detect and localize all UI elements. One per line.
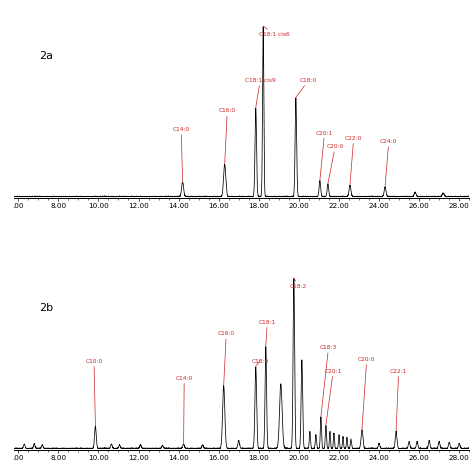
Text: C18:0: C18:0 bbox=[296, 78, 317, 97]
Text: C20:1: C20:1 bbox=[316, 131, 333, 180]
Text: C20:1: C20:1 bbox=[325, 369, 342, 425]
Text: C22:1: C22:1 bbox=[390, 369, 407, 431]
Text: C16:0: C16:0 bbox=[218, 331, 235, 385]
Text: C18:1: C18:1 bbox=[259, 319, 276, 346]
Text: C18:1 cis9: C18:1 cis9 bbox=[245, 78, 275, 108]
Text: 2b: 2b bbox=[39, 303, 54, 313]
Text: C14:0: C14:0 bbox=[175, 375, 193, 444]
Text: C20:0: C20:0 bbox=[327, 144, 344, 183]
Text: C20:0: C20:0 bbox=[358, 357, 375, 429]
Text: C24:0: C24:0 bbox=[380, 139, 397, 187]
Text: C18:2: C18:2 bbox=[290, 278, 307, 289]
Text: C16:0: C16:0 bbox=[219, 109, 236, 164]
Text: C10:0: C10:0 bbox=[85, 359, 103, 426]
Text: 2a: 2a bbox=[39, 51, 53, 61]
Text: C22:0: C22:0 bbox=[345, 136, 362, 185]
Text: C18:3: C18:3 bbox=[320, 345, 337, 416]
Text: C18:0: C18:0 bbox=[251, 359, 268, 366]
Text: C14:0: C14:0 bbox=[173, 127, 190, 182]
Text: C18:1 cis6: C18:1 cis6 bbox=[259, 26, 290, 37]
